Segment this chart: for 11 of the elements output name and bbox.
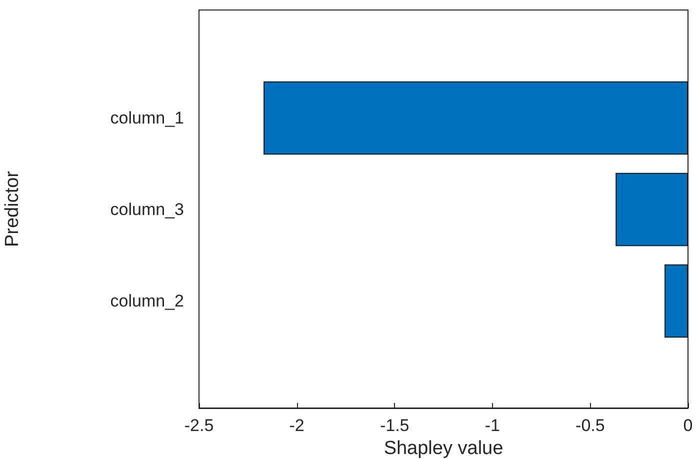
y-axis-title: Predictor (2, 170, 23, 248)
x-tick-label: -0.5 (576, 416, 605, 435)
x-tick-label: -1.5 (380, 416, 410, 435)
x-tick-label: 0 (683, 416, 693, 435)
y-tick-label: column_1 (110, 108, 184, 128)
y-tick-label: column_2 (110, 292, 184, 310)
x-tick-label: -1 (484, 416, 500, 435)
y-tick-label: column_3 (110, 200, 184, 219)
x-tick-label: -2 (289, 416, 304, 435)
x-tick-label: -2.5 (184, 416, 214, 435)
x-axis-title: Shapley value (384, 438, 504, 459)
